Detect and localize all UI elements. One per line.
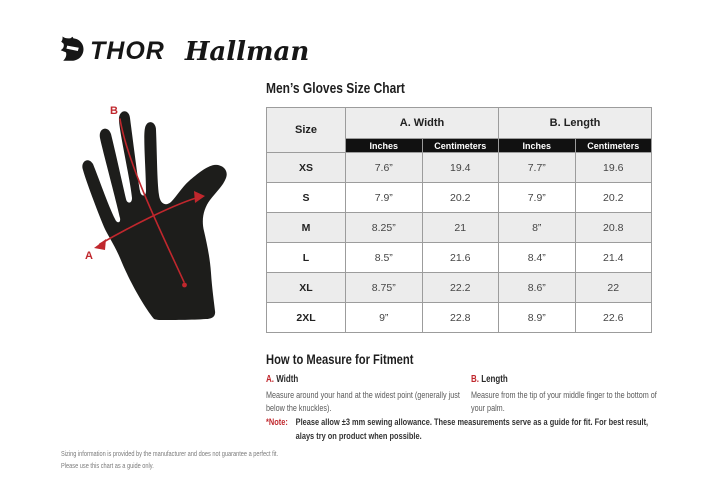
length-centimeters-cell: 19.6	[574, 152, 652, 183]
width-centimeters-cell: 20.2	[421, 182, 499, 213]
table-group-header-row: Size A. Width B. Length	[266, 107, 652, 153]
width-centimeters-cell: 19.4	[421, 152, 499, 183]
length-measure-line	[119, 118, 185, 283]
table-row: 2XL 9” 22.8 8.9” 22.6	[266, 302, 652, 333]
width-arrow-left	[94, 239, 106, 250]
disclaimer-line-2: Please use this chart as a guide only.	[61, 461, 154, 470]
thor-helmet-icon	[60, 36, 85, 67]
width-centimeters-cell: 22.2	[421, 272, 499, 303]
size-cell: XL	[266, 272, 346, 303]
measure-width-letter: A.	[266, 373, 274, 385]
width-inches-cell: 8.5”	[345, 242, 423, 273]
table-row: L 8.5” 21.6 8.4” 21.4	[266, 242, 652, 273]
hallman-wordmark: Hallman	[184, 36, 310, 67]
length-centimeters-cell: 20.2	[574, 182, 652, 213]
width-inches-cell: 8.25”	[345, 212, 423, 243]
measure-width-text: Measure around your hand at the widest p…	[266, 389, 460, 414]
sizing-disclaimer: Sizing information is provided by the ma…	[61, 448, 278, 472]
size-cell: M	[266, 212, 346, 243]
width-group-header: A. Width	[345, 107, 499, 139]
note-label: *Note:	[266, 417, 288, 428]
thor-logo: THOR	[60, 36, 165, 67]
length-centimeters-cell: 21.4	[574, 242, 652, 273]
length-inches-cell: 8.4”	[498, 242, 576, 273]
label-a: A	[85, 250, 93, 262]
width-arrow-right	[194, 191, 205, 203]
disclaimer-line-1: Sizing information is provided by the ma…	[61, 449, 279, 458]
length-inches-header: Inches	[498, 138, 576, 153]
measure-width-block: A. Width Measure around your hand at the…	[266, 372, 465, 415]
table-row: XS 7.6” 19.4 7.7” 19.6	[266, 152, 652, 183]
measure-width-title: A. Width	[266, 373, 299, 385]
size-cell: 2XL	[266, 302, 346, 333]
measure-length-title: B. Length	[471, 373, 508, 385]
width-inches-cell: 9”	[345, 302, 423, 333]
page-title: Men’s Gloves Size Chart	[266, 80, 405, 97]
length-inches-cell: 7.7”	[498, 152, 576, 183]
table-row: XL 8.75” 22.2 8.6” 22	[266, 272, 652, 303]
length-inches-cell: 8.6”	[498, 272, 576, 303]
width-inches-cell: 8.75”	[345, 272, 423, 303]
measure-length-letter: B.	[471, 373, 479, 385]
table-row: M 8.25” 21 8” 20.8	[266, 212, 652, 243]
size-cell: XS	[266, 152, 346, 183]
size-chart-table: Size A. Width B. Length Inches Centimete…	[266, 107, 652, 333]
label-b: B	[110, 105, 118, 117]
length-centimeters-cell: 22.6	[574, 302, 652, 333]
measure-length-block: B. Length Measure from the tip of your m…	[471, 372, 670, 415]
width-inches-header: Inches	[345, 138, 423, 153]
fit-note: *Note: Please allow ±3 mm sewing allowan…	[266, 416, 660, 445]
length-centimeters-cell: 22	[574, 272, 652, 303]
length-line-endpoint	[182, 282, 187, 288]
width-measure-line	[99, 197, 197, 245]
width-centimeters-cell: 21.6	[421, 242, 499, 273]
glove-measurement-diagram: B A	[82, 105, 227, 320]
size-cell: S	[266, 182, 346, 213]
size-column-header: Size	[266, 107, 346, 153]
length-centimeters-header: Centimeters	[574, 138, 652, 153]
table-row: S 7.9” 20.2 7.9” 20.2	[266, 182, 652, 213]
length-inches-cell: 8”	[498, 212, 576, 243]
size-cell: L	[266, 242, 346, 273]
width-inches-cell: 7.6”	[345, 152, 423, 183]
note-text: Please allow ±3 mm sewing allowance. The…	[295, 417, 649, 443]
width-centimeters-cell: 22.8	[421, 302, 499, 333]
width-inches-cell: 7.9”	[345, 182, 423, 213]
length-centimeters-cell: 20.8	[574, 212, 652, 243]
brand-header: THOR Hallman	[60, 36, 309, 67]
width-centimeters-header: Centimeters	[421, 138, 499, 153]
length-inches-cell: 7.9”	[498, 182, 576, 213]
length-group-header: B. Length	[498, 107, 652, 139]
thor-wordmark: THOR	[90, 37, 165, 65]
measure-length-text: Measure from the tip of your middle fing…	[471, 389, 657, 414]
length-inches-cell: 8.9”	[498, 302, 576, 333]
measure-heading: How to Measure for Fitment	[266, 351, 414, 367]
width-centimeters-cell: 21	[421, 212, 499, 243]
